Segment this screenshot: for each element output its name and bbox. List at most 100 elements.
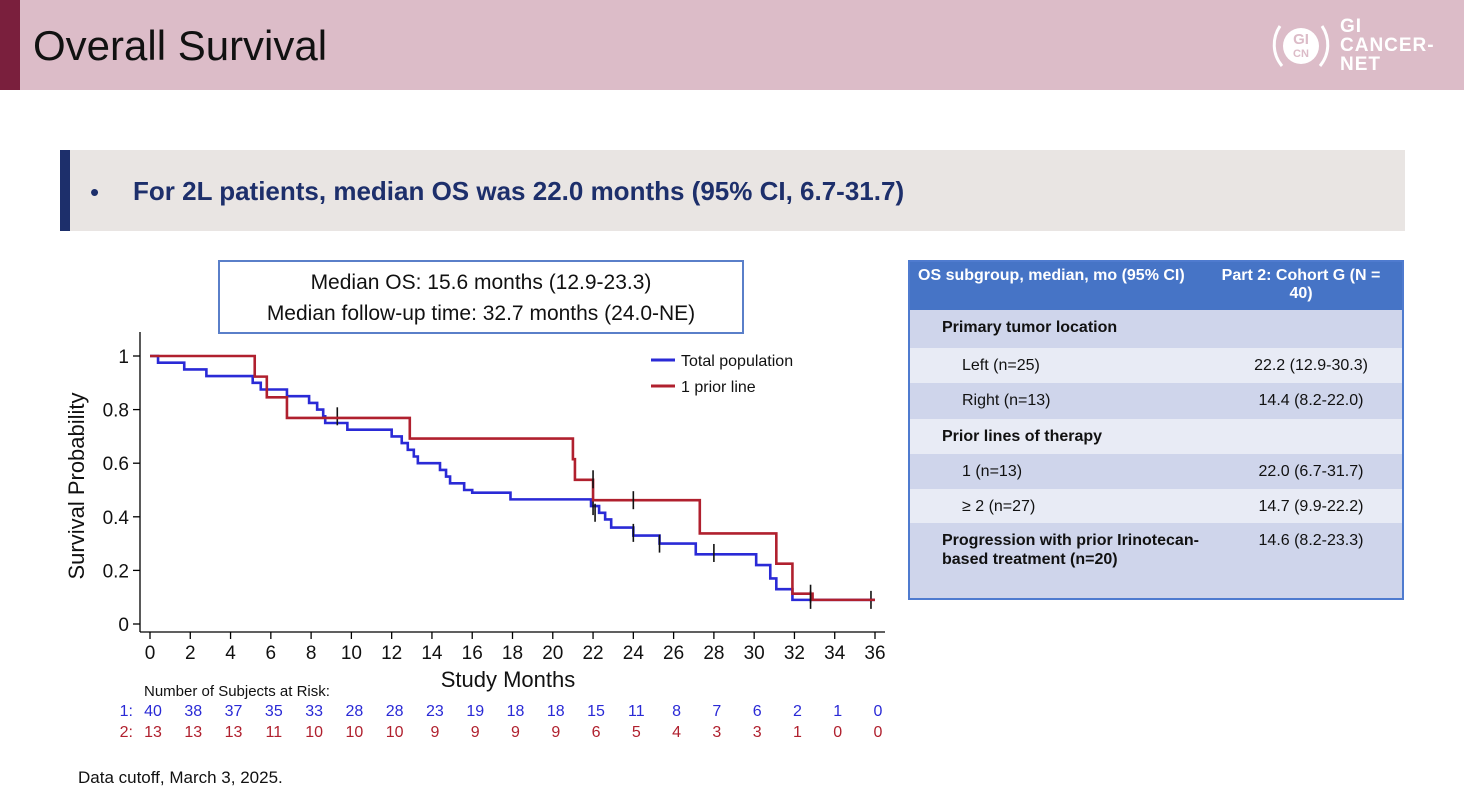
median-os-line: Median OS: 15.6 months (12.9-23.3) xyxy=(310,271,652,294)
risk-count: 11 xyxy=(266,724,283,741)
x-tick-label: 16 xyxy=(462,643,483,664)
risk-count: 28 xyxy=(386,703,404,720)
table-row: Progression with prior Irinotecan-based … xyxy=(910,523,1402,598)
table-body: Primary tumor location Left (n=25) 22.2 (1… xyxy=(910,310,1402,598)
risk-count: 0 xyxy=(874,703,883,720)
risk-count: 33 xyxy=(305,703,323,720)
gi-cancer-net-logo: GI CN GI CANCER- NET xyxy=(1268,12,1458,78)
risk-count: 10 xyxy=(345,724,363,741)
table-row: 1 (n=13) 22.0 (6.7-31.7) xyxy=(910,454,1402,489)
laurel-badge-icon: GI CN xyxy=(1272,25,1330,67)
risk-count: 1 xyxy=(833,703,842,720)
logo-line: CANCER- xyxy=(1340,35,1435,56)
risk-count: 0 xyxy=(874,724,883,741)
risk-count: 13 xyxy=(144,724,162,741)
header-accent-bar xyxy=(0,0,20,90)
x-tick-label: 20 xyxy=(542,643,563,664)
median-os-box: Median OS: 15.6 months (12.9-23.3) Media… xyxy=(218,260,744,334)
risk-count: 2 xyxy=(793,703,802,720)
table-row: Right (n=13) 14.4 (8.2-22.0) xyxy=(910,383,1402,419)
data-cutoff-footnote: Data cutoff, March 3, 2025. xyxy=(78,768,283,787)
table-cell-label: Progression with prior Irinotecan-based … xyxy=(942,532,1199,568)
risk-count: 0 xyxy=(833,724,842,741)
table-cell-label: ≥ 2 (n=27) xyxy=(962,498,1036,515)
table-cell-label: Prior lines of therapy xyxy=(942,428,1103,445)
table-header-cohort: Part 2: Cohort G (N = 40) xyxy=(1221,267,1381,302)
risk-count: 37 xyxy=(225,703,243,720)
table-cell-value xyxy=(1200,419,1402,454)
table-cell-label: Primary tumor location xyxy=(942,319,1118,336)
table-row: Left (n=25) 22.2 (12.9-30.3) xyxy=(910,348,1402,383)
y-tick-label: 0.4 xyxy=(103,508,130,529)
x-tick-label: 8 xyxy=(306,643,317,664)
y-tick-label: 0.8 xyxy=(103,401,129,422)
risk-count: 13 xyxy=(184,724,202,741)
x-tick-label: 18 xyxy=(502,643,523,664)
risk-count: 5 xyxy=(632,724,641,741)
risk-count: 19 xyxy=(466,703,484,720)
table-header: OS subgroup, median, mo (95% CI) Part 2:… xyxy=(910,262,1402,310)
risk-count: 15 xyxy=(587,703,605,720)
x-tick-label: 24 xyxy=(623,643,645,664)
table-row: ≥ 2 (n=27) 14.7 (9.9-22.2) xyxy=(910,489,1402,523)
x-tick-label: 34 xyxy=(824,643,846,664)
risk-count: 3 xyxy=(712,724,721,741)
y-axis-title: Survival Probability xyxy=(64,392,89,579)
risk-row-label: 2: xyxy=(120,724,133,741)
risk-count: 28 xyxy=(345,703,363,720)
risk-count: 18 xyxy=(507,703,525,720)
risk-count: 1 xyxy=(793,724,802,741)
table-cell-label: 1 (n=13) xyxy=(962,463,1023,480)
callout-text: For 2L patients, median OS was 22.0 mont… xyxy=(133,176,905,206)
risk-count: 38 xyxy=(184,703,202,720)
risk-count: 3 xyxy=(753,724,762,741)
x-tick-label: 12 xyxy=(381,643,402,664)
os-subgroup-table: OS subgroup, median, mo (95% CI) Part 2:… xyxy=(908,260,1404,600)
callout-bullet: • xyxy=(90,177,100,207)
x-tick-label: 26 xyxy=(663,643,684,664)
table-row: Primary tumor location xyxy=(910,310,1402,348)
y-tick-label: 1 xyxy=(118,347,129,368)
x-axis-title: Study Months xyxy=(441,667,576,692)
logo-line: NET xyxy=(1340,54,1381,75)
x-tick-label: 32 xyxy=(784,643,805,664)
x-tick-label: 30 xyxy=(744,643,765,664)
table-cell-value: 22.2 (12.9-30.3) xyxy=(1254,357,1368,374)
table-cell-label: Left (n=25) xyxy=(962,357,1040,374)
x-tick-label: 2 xyxy=(185,643,196,664)
risk-count: 9 xyxy=(430,724,439,741)
header-band xyxy=(0,0,1464,90)
risk-count: 40 xyxy=(144,703,162,720)
risk-table-header: Number of Subjects at Risk: xyxy=(144,683,330,700)
risk-count: 10 xyxy=(305,724,323,741)
km-curve-total-population xyxy=(150,354,875,602)
legend-label: Total population xyxy=(681,353,793,370)
risk-count: 10 xyxy=(386,724,404,741)
key-finding-callout: • For 2L patients, median OS was 22.0 mo… xyxy=(60,150,1405,231)
y-tick-label: 0 xyxy=(118,615,129,636)
callout-accent-bar xyxy=(60,150,70,231)
table-cell-value: 14.7 (9.9-22.2) xyxy=(1258,498,1364,515)
x-tick-label: 6 xyxy=(266,643,277,664)
risk-count: 8 xyxy=(672,703,681,720)
risk-count: 23 xyxy=(426,703,444,720)
risk-count: 18 xyxy=(547,703,565,720)
table-cell-value: 14.4 (8.2-22.0) xyxy=(1258,392,1364,409)
risk-count: 9 xyxy=(471,724,480,741)
x-tick-label: 4 xyxy=(225,643,236,664)
logo-text: GI CANCER- NET xyxy=(1340,17,1435,74)
x-tick-label: 14 xyxy=(421,643,443,664)
x-tick-label: 22 xyxy=(582,643,603,664)
risk-count: 6 xyxy=(592,724,601,741)
table-cell-value: 14.6 (8.2-23.3) xyxy=(1258,532,1364,549)
x-tick-label: 36 xyxy=(864,643,885,664)
y-tick-label: 0.6 xyxy=(103,454,129,475)
risk-count: 35 xyxy=(265,703,283,720)
table-cell-value: 22.0 (6.7-31.7) xyxy=(1258,463,1364,480)
median-followup-line: Median follow-up time: 32.7 months (24.0… xyxy=(266,302,696,325)
table-row: Prior lines of therapy xyxy=(910,419,1402,454)
logo-badge-bottom: CN xyxy=(1293,48,1309,60)
risk-count: 9 xyxy=(511,724,520,741)
logo-line: GI xyxy=(1340,16,1363,37)
page-title: Overall Survival xyxy=(33,22,328,69)
